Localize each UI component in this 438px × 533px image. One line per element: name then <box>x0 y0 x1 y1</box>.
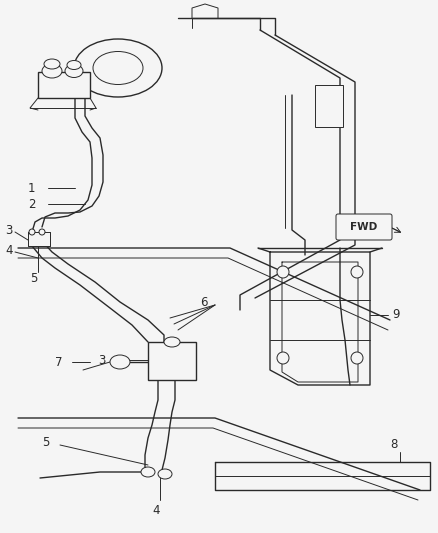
Ellipse shape <box>39 229 45 235</box>
Text: FWD: FWD <box>350 222 378 232</box>
Ellipse shape <box>65 64 83 77</box>
Ellipse shape <box>74 39 162 97</box>
Text: 9: 9 <box>392 309 399 321</box>
Ellipse shape <box>277 352 289 364</box>
Ellipse shape <box>141 467 155 477</box>
Ellipse shape <box>351 266 363 278</box>
Ellipse shape <box>110 355 130 369</box>
Ellipse shape <box>42 64 62 78</box>
Ellipse shape <box>29 229 35 235</box>
Text: 5: 5 <box>42 435 49 448</box>
Ellipse shape <box>44 59 60 69</box>
Ellipse shape <box>351 352 363 364</box>
Ellipse shape <box>277 266 289 278</box>
Text: 5: 5 <box>30 271 37 285</box>
Bar <box>38 72 90 98</box>
Ellipse shape <box>93 52 143 85</box>
Text: 7: 7 <box>55 356 63 368</box>
Text: 2: 2 <box>28 198 35 211</box>
Bar <box>148 342 196 380</box>
Text: 3: 3 <box>5 223 12 237</box>
Text: 1: 1 <box>28 182 35 195</box>
FancyBboxPatch shape <box>336 214 392 240</box>
Ellipse shape <box>67 61 81 69</box>
Ellipse shape <box>158 469 172 479</box>
Text: 3: 3 <box>98 353 106 367</box>
Bar <box>28 232 50 246</box>
Text: 4: 4 <box>5 244 13 256</box>
Bar <box>28 232 50 246</box>
Bar <box>315 85 343 127</box>
Text: 6: 6 <box>200 295 208 309</box>
Text: 8: 8 <box>390 439 397 451</box>
Text: 4: 4 <box>152 504 159 516</box>
Ellipse shape <box>164 337 180 347</box>
